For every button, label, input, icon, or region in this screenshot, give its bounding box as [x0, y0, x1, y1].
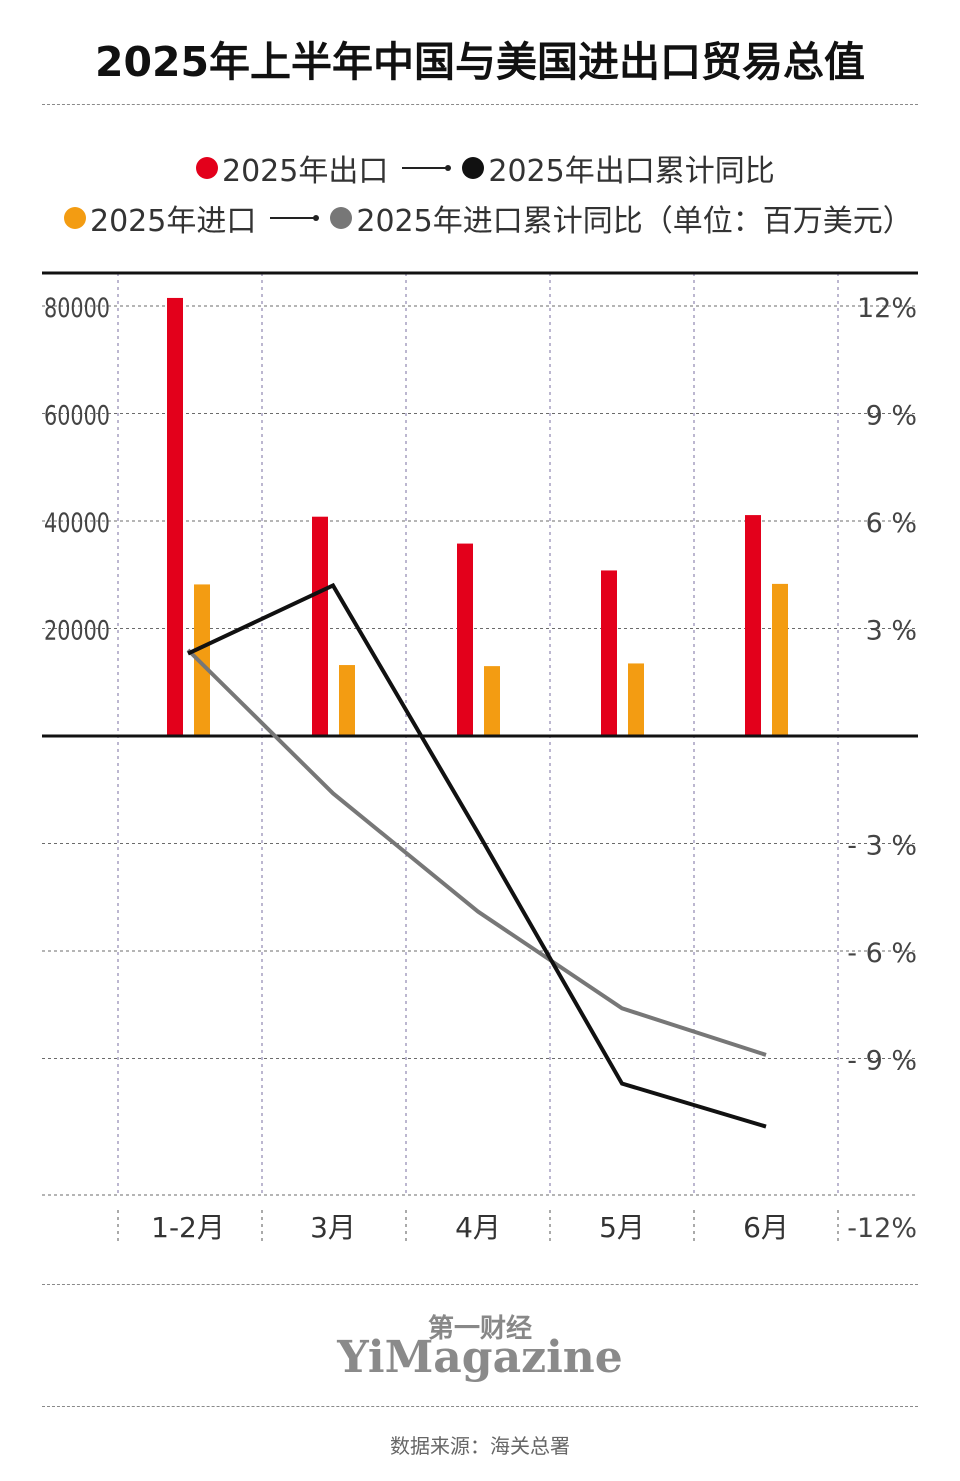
line-legend-icon	[402, 165, 452, 171]
x-category-label: 4月	[455, 1211, 501, 1244]
legend-import-yoy-label: 2025年进口累计同比（单位：百万美元）	[356, 204, 913, 239]
legend-row-2: 2025年进口 2025年进口累计同比（单位：百万美元）	[64, 196, 913, 240]
bar-import-3月	[339, 665, 355, 736]
line-import-yoy	[186, 648, 767, 1057]
brand-logo-text: YiMagazine	[337, 1332, 623, 1383]
bar-export-6月	[745, 515, 761, 736]
data-source: 数据来源：海关总署	[390, 1434, 570, 1458]
x-category-label: 3月	[310, 1211, 356, 1244]
y-right-tick-label: - 9 %	[847, 1046, 917, 1077]
x-category-label: 6月	[743, 1211, 789, 1244]
y-right-tick-label: 3 %	[866, 616, 917, 647]
y-left-tick-label: 40000	[44, 508, 110, 539]
export-yoy-legend-dot	[462, 157, 485, 179]
y-right-tick-label: -12%	[847, 1213, 917, 1244]
divider-top	[42, 104, 918, 105]
y-left-tick-label: 80000	[44, 293, 110, 324]
y-right-tick-label: 9 %	[866, 401, 917, 432]
import-yoy-legend-dot	[330, 207, 353, 229]
bar-export-3月	[312, 516, 328, 736]
export-legend-dot	[196, 157, 218, 179]
chart-plot: 80000 60000 40000 20000 12% 9 % 6 % 3 % - 3 % - 6…	[42, 271, 918, 1244]
y-right-tick-label: 12%	[857, 293, 917, 324]
bar-import-5月	[628, 663, 644, 736]
y-right-tick-label: - 3 %	[847, 831, 917, 862]
y-left-tick-label: 60000	[44, 401, 110, 432]
y-right-tick-label: - 6 %	[847, 938, 917, 969]
bar-import-1-2月	[194, 584, 210, 736]
brand-chinese-name: 第一财经	[427, 1314, 532, 1344]
y-left-tick-label: 20000	[44, 616, 110, 647]
bar-export-1-2月	[167, 297, 183, 736]
bar-export-4月	[457, 543, 473, 736]
y-right-tick-label: 6 %	[866, 508, 917, 539]
divider-bottom	[42, 1284, 918, 1285]
legend-export-yoy-label: 2025年出口累计同比	[488, 154, 775, 189]
bar-import-4月	[484, 666, 500, 736]
import-legend-dot	[64, 207, 86, 229]
line-export-yoy	[187, 582, 767, 1129]
chart-title: 2025年上半年中国与美国进出口贸易总值	[94, 38, 866, 86]
line-legend-icon	[270, 215, 320, 221]
legend-export-label: 2025年出口	[222, 154, 389, 189]
legend-row-1: 2025年出口 2025年出口累计同比	[196, 146, 775, 190]
legend-import-label: 2025年进口	[90, 204, 257, 239]
bar-export-5月	[601, 570, 617, 736]
x-category-label: 5月	[599, 1211, 645, 1244]
bar-import-6月	[772, 583, 788, 736]
divider-footer	[42, 1406, 918, 1407]
x-category-label: 1-2月	[151, 1211, 225, 1244]
